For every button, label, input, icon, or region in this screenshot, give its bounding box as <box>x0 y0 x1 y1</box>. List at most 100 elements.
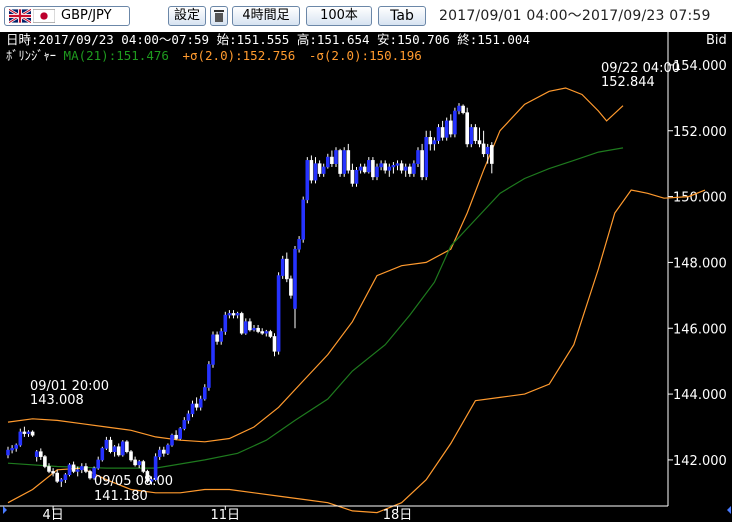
candle-body-up <box>182 420 187 429</box>
candle-body-down <box>330 156 334 164</box>
candle-body-up <box>92 467 96 479</box>
candle <box>358 163 363 174</box>
currency-pair-selector[interactable]: GBP/JPY <box>4 6 130 26</box>
candle-body-up <box>59 479 64 482</box>
candle <box>354 166 359 187</box>
scroll-right-icon[interactable] <box>3 506 7 514</box>
y-tick-label: 144.000 <box>673 388 727 403</box>
candle <box>276 272 281 355</box>
candle-body-up <box>354 169 359 184</box>
candle-body-up <box>211 334 215 365</box>
candle-body-down <box>51 471 55 474</box>
candle <box>104 436 109 451</box>
candle <box>51 468 55 477</box>
x-tick-label: 11日 <box>211 508 241 522</box>
candle-body-down <box>47 466 51 472</box>
candle-body-up <box>137 461 141 466</box>
scroll-left-icon[interactable] <box>727 506 731 514</box>
candle <box>203 384 207 401</box>
candle-body-up <box>34 451 39 457</box>
x-tick-label: 18日 <box>383 508 413 522</box>
candle <box>473 124 478 144</box>
candle <box>465 107 470 148</box>
candle <box>96 456 100 470</box>
candle <box>116 443 121 457</box>
candle <box>88 469 92 480</box>
bar-count-button[interactable]: 100本 <box>306 6 372 26</box>
candle <box>207 361 211 391</box>
candle-body-down <box>145 471 150 482</box>
candle <box>129 450 133 462</box>
candle-body-up <box>395 163 400 166</box>
candle-body-up <box>157 449 162 457</box>
candle-body-up <box>178 428 182 439</box>
candle <box>252 324 256 332</box>
candle-body-down <box>481 143 486 155</box>
candle-body-up <box>227 313 232 316</box>
candle <box>219 328 223 345</box>
candle <box>444 117 449 141</box>
candle-body-down <box>465 112 470 145</box>
candle-body-up <box>244 321 248 334</box>
candle <box>145 469 150 483</box>
y-tick-label: 150.000 <box>673 191 727 206</box>
candle-body-down <box>162 449 166 454</box>
upper-band-line <box>7 87 624 443</box>
candle <box>412 160 416 177</box>
candle-body-down <box>440 127 445 138</box>
candle <box>112 445 117 457</box>
candle-body-up <box>190 403 195 415</box>
candle-body-down <box>116 446 121 456</box>
candle <box>350 163 355 187</box>
candle <box>59 478 64 487</box>
candle <box>121 440 125 457</box>
candle <box>391 162 396 174</box>
candle <box>239 311 244 335</box>
candle <box>198 395 203 411</box>
candle <box>272 333 277 357</box>
trash-icon <box>214 10 224 22</box>
indicator-name: ﾎﾞﾘﾝｼﾞｬｰ <box>6 48 56 63</box>
candle <box>174 430 178 441</box>
trash-button[interactable] <box>210 6 228 26</box>
tab-button[interactable]: Tab <box>378 6 426 26</box>
candle-body-up <box>325 156 330 168</box>
candle-body-down <box>407 166 412 174</box>
candle <box>30 430 35 437</box>
price-type-label: Bid <box>706 33 727 48</box>
candle <box>18 428 23 447</box>
candle <box>321 163 326 177</box>
candle-body-up <box>403 166 408 171</box>
candlestick-chart: 154.000 152.000 150.000 148.000 146.000 144.0… <box>0 32 732 522</box>
bollinger-bands <box>7 87 706 514</box>
candle <box>43 454 47 469</box>
candles <box>6 103 494 487</box>
candle <box>284 252 289 283</box>
candle-body-up <box>186 413 191 421</box>
settings-button[interactable]: 設定 <box>168 6 206 26</box>
price-axis: 154.000 152.000 150.000 148.000 146.000 144.0… <box>667 32 727 506</box>
candle-body-down <box>268 331 273 337</box>
candle-body-down <box>346 150 351 171</box>
date-axis: 4日 11日 18日 <box>0 505 668 522</box>
candle <box>166 443 170 455</box>
candle <box>10 445 14 454</box>
candle-body-up <box>100 448 105 461</box>
candle <box>453 107 457 138</box>
candle <box>485 143 490 164</box>
uk-flag-icon <box>9 9 31 23</box>
candle-body-up <box>358 166 363 171</box>
candle-body-up <box>280 258 285 276</box>
candle <box>383 160 388 174</box>
candle <box>223 311 228 335</box>
candle <box>186 410 191 424</box>
candle-body-down <box>108 439 113 452</box>
candle <box>100 446 105 462</box>
candle <box>305 157 310 204</box>
candle-body-up <box>121 441 125 456</box>
candle-body-down <box>256 327 260 332</box>
interval-button[interactable]: 4時間足 <box>232 6 300 26</box>
candle <box>268 329 273 339</box>
candle-body-up <box>387 166 392 171</box>
candle-body-up <box>153 456 158 480</box>
